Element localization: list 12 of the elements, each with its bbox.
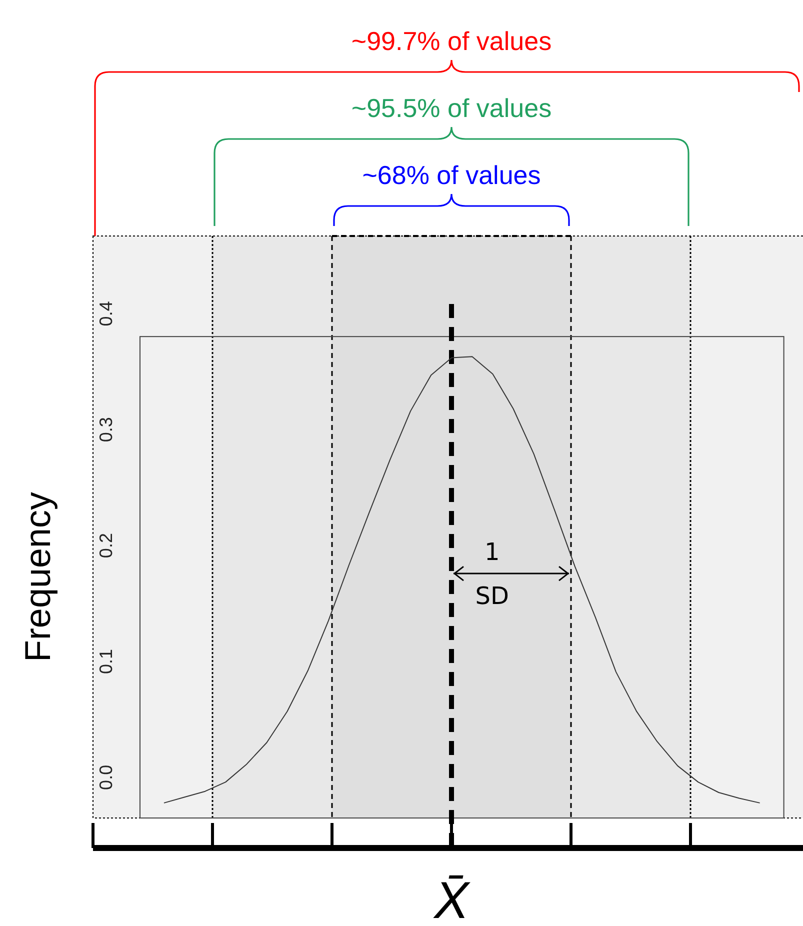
x-axis-title: X̄: [433, 872, 472, 926]
text: ~99.7% of values: [351, 26, 552, 56]
y-tick-label: 0.2: [96, 533, 116, 558]
y-tick-label: 0.4: [96, 301, 116, 326]
annotation: SD: [475, 582, 509, 610]
y-tick-label: 0.0: [96, 764, 116, 790]
annotation: 1: [484, 538, 500, 566]
y-tick-label: 0.1: [96, 648, 116, 674]
text: ~68% of values: [362, 160, 541, 190]
text: ~95.5% of values: [351, 93, 552, 123]
y-tick-label: 0.3: [96, 417, 116, 442]
y-axis-title: Frequency: [17, 492, 58, 662]
